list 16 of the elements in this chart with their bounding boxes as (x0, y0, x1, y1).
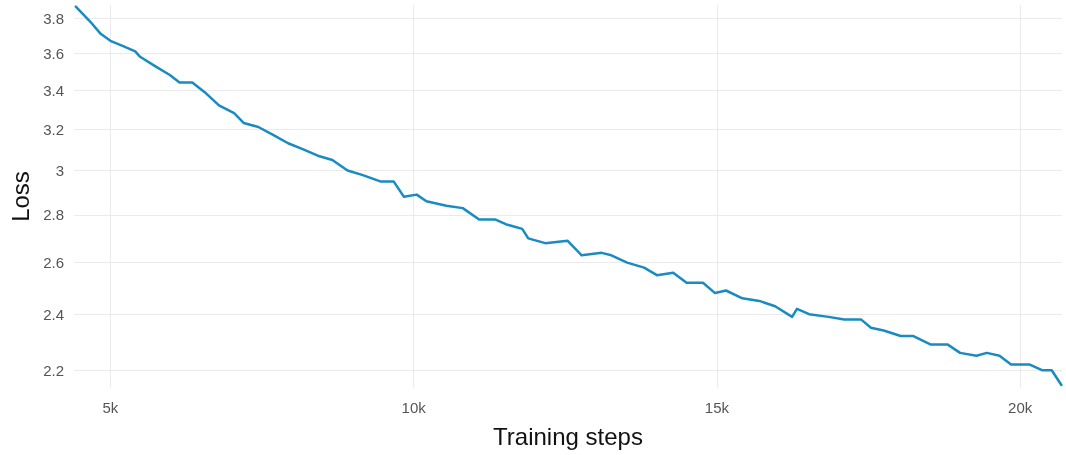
x-tick-label: 15k (704, 399, 730, 416)
y-tick-label: 3 (55, 162, 64, 180)
y-tick-label: 2.8 (43, 206, 64, 224)
x-axis-title: Training steps (493, 422, 643, 450)
x-tick-label: 20k (1008, 399, 1033, 416)
y-tick-label: 2.6 (43, 254, 64, 272)
y-tick-label: 3.6 (43, 44, 64, 62)
line-series (74, 5, 1063, 387)
y-tick-label: 3.4 (43, 81, 64, 99)
y-tick-label: 3.8 (43, 9, 64, 27)
y-tick-label: 2.2 (43, 361, 64, 379)
y-axis-title: Loss (6, 171, 34, 222)
x-tick-label: 10k (401, 399, 427, 416)
x-tick-label: 5k (102, 399, 119, 416)
y-tick-label: 3.2 (43, 120, 64, 138)
y-tick-label: 2.4 (43, 305, 64, 323)
